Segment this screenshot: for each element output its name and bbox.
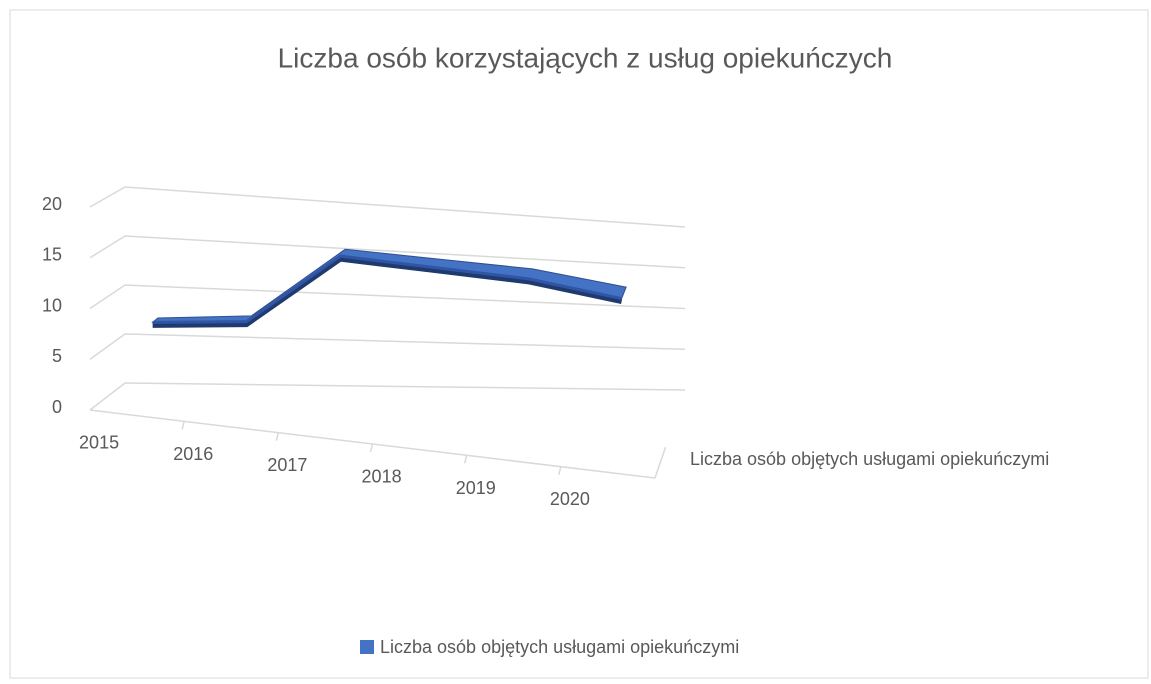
series-line [152,254,622,324]
grid-line [89,333,686,360]
y-tick-label: 5 [52,346,62,366]
x-tick [463,455,468,464]
y-tick-label: 20 [42,194,62,214]
y-tick-label: 10 [42,295,62,315]
x-tick-label: 2016 [173,444,213,464]
x-tick-label: 2019 [456,478,496,498]
grid-line [89,382,686,411]
chart-frame [9,9,1149,679]
grid-line [89,186,686,228]
x-tick-label: 2015 [79,432,119,452]
x-tick [181,421,185,430]
grid-line [89,235,686,269]
y-tick-label: 0 [52,397,62,417]
x-tick [369,443,374,453]
depth-axis-label: Liczba osób objętych usługami opiekuńczy… [690,449,1049,469]
x-tick [558,466,562,475]
y-tick-label: 15 [42,245,62,265]
ribbon-side [152,256,623,328]
x-tick [275,432,280,441]
x-tick-label: 2018 [362,466,402,486]
floor-edge [654,446,667,479]
grid-line [89,284,686,310]
x-tick-label: 2017 [267,455,307,475]
x-tick-label: 2020 [550,489,590,509]
chart-title: Liczba osób korzystających z usług opiek… [278,42,893,73]
legend-swatch [360,640,374,654]
legend-label: Liczba osób objętych usługami opiekuńczy… [380,637,739,657]
